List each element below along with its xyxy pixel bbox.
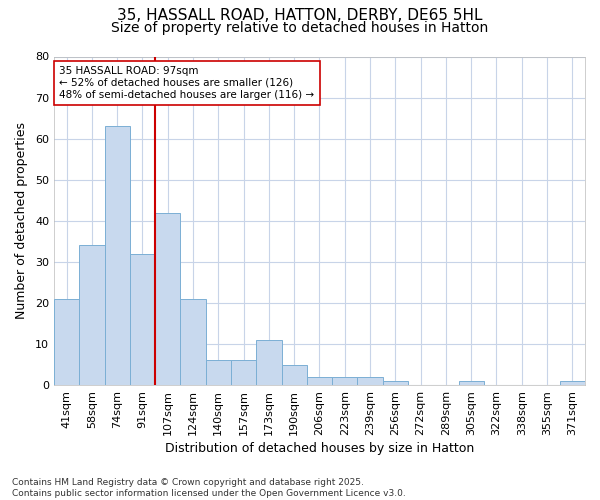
X-axis label: Distribution of detached houses by size in Hatton: Distribution of detached houses by size …	[165, 442, 474, 455]
Bar	[281, 364, 307, 385]
Bar	[560, 381, 585, 385]
Bar	[206, 360, 231, 385]
Bar	[181, 299, 206, 385]
Bar	[383, 381, 408, 385]
Bar	[307, 377, 332, 385]
Bar	[458, 381, 484, 385]
Y-axis label: Number of detached properties: Number of detached properties	[15, 122, 28, 320]
Bar	[54, 299, 79, 385]
Bar	[155, 212, 181, 385]
Bar	[256, 340, 281, 385]
Bar	[358, 377, 383, 385]
Bar	[332, 377, 358, 385]
Text: Size of property relative to detached houses in Hatton: Size of property relative to detached ho…	[112, 21, 488, 35]
Bar	[130, 254, 155, 385]
Text: Contains HM Land Registry data © Crown copyright and database right 2025.
Contai: Contains HM Land Registry data © Crown c…	[12, 478, 406, 498]
Text: 35 HASSALL ROAD: 97sqm
← 52% of detached houses are smaller (126)
48% of semi-de: 35 HASSALL ROAD: 97sqm ← 52% of detached…	[59, 66, 314, 100]
Bar	[104, 126, 130, 385]
Bar	[79, 246, 104, 385]
Bar	[231, 360, 256, 385]
Text: 35, HASSALL ROAD, HATTON, DERBY, DE65 5HL: 35, HASSALL ROAD, HATTON, DERBY, DE65 5H…	[117, 8, 483, 22]
